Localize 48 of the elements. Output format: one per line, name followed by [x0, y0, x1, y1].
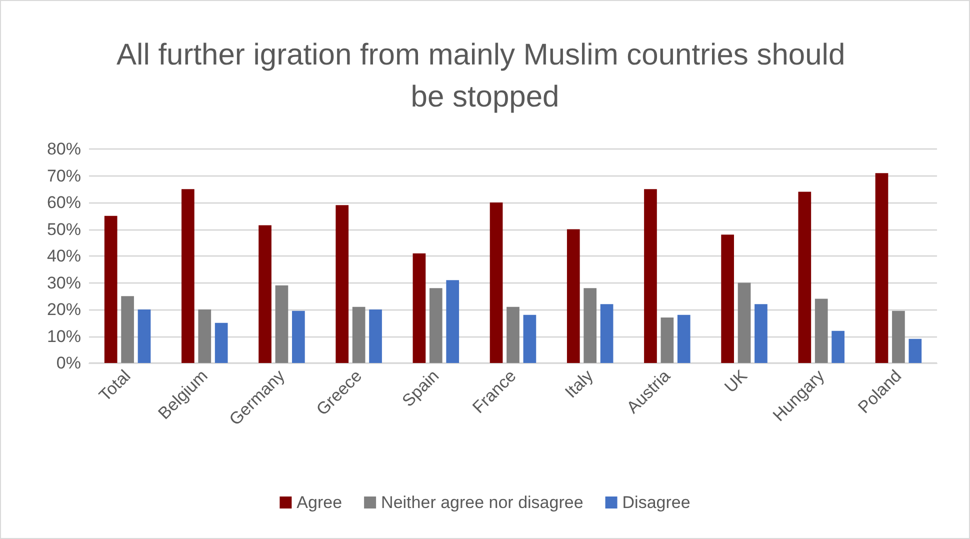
- bar: [506, 306, 520, 363]
- legend-label: Neither agree nor disagree: [381, 493, 584, 512]
- bar: [336, 205, 349, 363]
- y-tick-label: 70%: [46, 166, 81, 186]
- x-tick-label: UK: [720, 366, 752, 396]
- y-tick-label: 80%: [46, 140, 81, 158]
- y-tick-label: 50%: [46, 220, 81, 239]
- bar: [490, 202, 503, 363]
- bar: [584, 288, 597, 363]
- bar: [600, 304, 614, 363]
- bar: [908, 338, 922, 363]
- bar: [523, 314, 536, 363]
- bar: [292, 310, 305, 363]
- bar: [446, 280, 460, 363]
- bar: [275, 285, 288, 363]
- bar: [182, 189, 194, 363]
- bar: [721, 234, 734, 363]
- bar: [754, 304, 768, 363]
- bar: [566, 229, 580, 363]
- bar: [875, 173, 888, 363]
- bar: [121, 296, 134, 363]
- bar: [677, 314, 690, 363]
- bar: [214, 322, 228, 363]
- bar: [660, 318, 674, 363]
- y-tick-label: 60%: [46, 193, 81, 212]
- x-tick-label: Italy: [561, 366, 598, 402]
- bar: [198, 310, 212, 363]
- bar: [814, 298, 828, 363]
- y-tick-label: 40%: [46, 246, 81, 266]
- chart-title: All further igration from mainly Muslim countries should be stopped: [116, 38, 854, 114]
- bar: [644, 189, 657, 363]
- bar: [369, 310, 382, 363]
- y-tick-label: 20%: [46, 300, 81, 319]
- bar: [429, 288, 442, 363]
- bar: [892, 310, 905, 363]
- bar: [738, 282, 751, 363]
- y-tick-label: 10%: [46, 326, 81, 346]
- legend-label: Disagree: [622, 493, 690, 512]
- bar: [798, 192, 812, 363]
- bar: [258, 225, 272, 363]
- y-tick-label: 0%: [56, 354, 81, 372]
- bar: [138, 310, 151, 363]
- bar: [832, 330, 844, 363]
- legend-label: Agree: [296, 493, 342, 512]
- y-tick-label: 30%: [46, 273, 81, 292]
- bar: [352, 306, 366, 363]
- bar: [104, 216, 118, 363]
- bar: [412, 253, 426, 363]
